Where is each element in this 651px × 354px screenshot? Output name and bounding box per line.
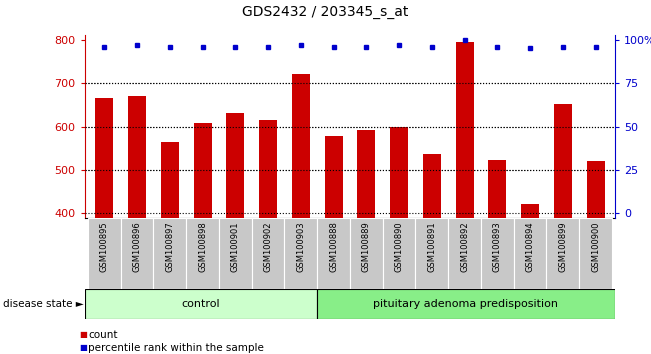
FancyBboxPatch shape [317, 289, 615, 319]
Text: ■: ■ [79, 343, 87, 352]
Text: GDS2432 / 203345_s_at: GDS2432 / 203345_s_at [242, 5, 409, 19]
FancyBboxPatch shape [350, 218, 383, 289]
Bar [128, 96, 146, 218]
Text: pituitary adenoma predisposition: pituitary adenoma predisposition [374, 298, 559, 309]
Text: GSM100900: GSM100900 [591, 221, 600, 272]
Text: GSM100888: GSM100888 [329, 221, 338, 272]
Text: control: control [182, 298, 220, 309]
Text: ■: ■ [79, 330, 87, 339]
FancyBboxPatch shape [154, 218, 186, 289]
FancyBboxPatch shape [546, 218, 579, 289]
Bar [422, 154, 441, 218]
Text: GSM100892: GSM100892 [460, 221, 469, 272]
Bar [161, 142, 179, 218]
Bar [357, 130, 375, 218]
FancyBboxPatch shape [514, 218, 546, 289]
Text: disease state ►: disease state ► [3, 299, 84, 309]
Text: GSM100896: GSM100896 [133, 221, 141, 272]
FancyBboxPatch shape [579, 218, 612, 289]
Text: GSM100901: GSM100901 [231, 221, 240, 272]
FancyBboxPatch shape [481, 218, 514, 289]
Text: GSM100895: GSM100895 [100, 221, 109, 272]
Bar [227, 113, 244, 218]
FancyBboxPatch shape [120, 218, 154, 289]
Bar [95, 98, 113, 218]
Text: GSM100902: GSM100902 [264, 221, 273, 272]
Bar [554, 104, 572, 218]
Bar [488, 160, 506, 218]
Text: GSM100903: GSM100903 [296, 221, 305, 272]
Bar [587, 161, 605, 218]
Text: percentile rank within the sample: percentile rank within the sample [88, 343, 264, 353]
FancyBboxPatch shape [85, 289, 317, 319]
Text: GSM100893: GSM100893 [493, 221, 502, 272]
Bar [292, 74, 310, 218]
Text: GSM100899: GSM100899 [559, 221, 567, 272]
Text: GSM100890: GSM100890 [395, 221, 404, 272]
Bar [456, 42, 473, 218]
Text: GSM100891: GSM100891 [427, 221, 436, 272]
FancyBboxPatch shape [219, 218, 252, 289]
Bar [259, 120, 277, 218]
FancyBboxPatch shape [284, 218, 317, 289]
Bar [521, 204, 539, 218]
Text: GSM100897: GSM100897 [165, 221, 174, 272]
FancyBboxPatch shape [186, 218, 219, 289]
FancyBboxPatch shape [252, 218, 284, 289]
Text: GSM100889: GSM100889 [362, 221, 371, 272]
Bar [390, 127, 408, 218]
FancyBboxPatch shape [88, 218, 120, 289]
FancyBboxPatch shape [383, 218, 415, 289]
FancyBboxPatch shape [448, 218, 481, 289]
FancyBboxPatch shape [317, 218, 350, 289]
Text: GSM100894: GSM100894 [525, 221, 534, 272]
Text: GSM100898: GSM100898 [198, 221, 207, 272]
Bar [325, 136, 342, 218]
Text: count: count [88, 330, 117, 339]
Bar [193, 123, 212, 218]
FancyBboxPatch shape [415, 218, 448, 289]
